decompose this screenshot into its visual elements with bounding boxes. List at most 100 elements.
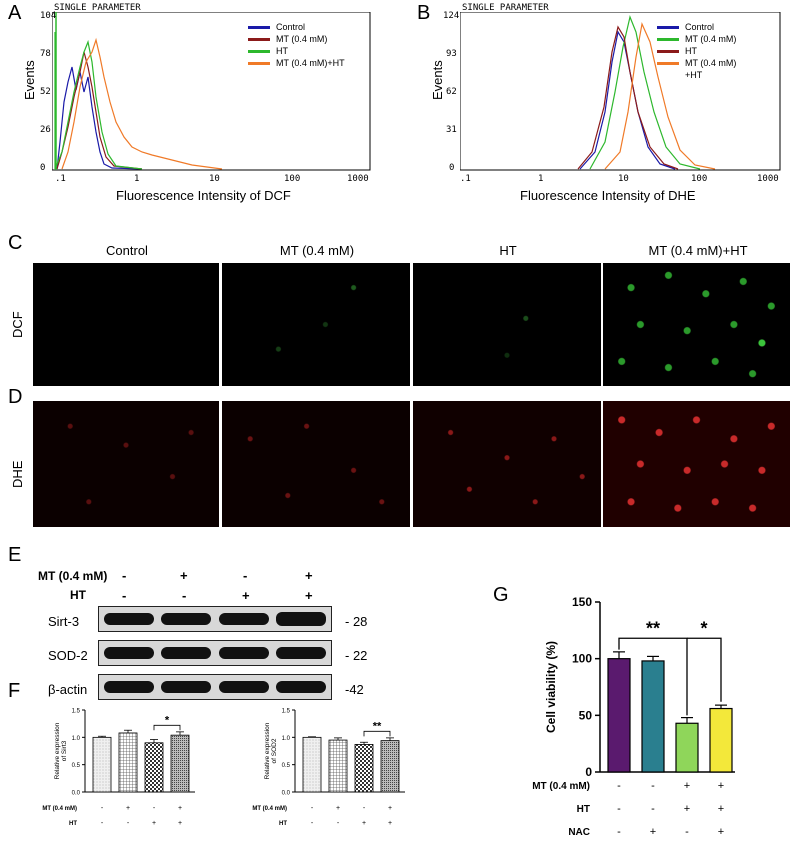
wb-row-label-bactin: β-actin [48, 682, 88, 697]
wb-ht-sign-4: + [305, 588, 313, 603]
wb-mt-label: MT (0.4 mM) [38, 569, 108, 583]
y-axis-label: Cell viability (%) [544, 641, 558, 733]
legend-label: MT (0.4 mM)+HT [276, 58, 345, 68]
bar [354, 744, 374, 793]
flow-b-curve-mtht [604, 21, 716, 170]
wb-row-label-sod2: SOD-2 [48, 648, 88, 663]
legend-label: HT [276, 46, 288, 56]
ht-sign: - [311, 820, 314, 827]
legend-label: MT (0.4 mM) [685, 34, 737, 44]
flow-b-ytick-1: 31 [446, 125, 457, 135]
significance-bracket [618, 637, 688, 716]
flow-a-legend: Control MT (0.4 mM) HT MT (0.4 mM)+HT [248, 21, 345, 69]
flow-a-ytick-2: 52 [40, 87, 51, 97]
micro-dhe-ht [413, 401, 601, 527]
legend-item: MT (0.4 mM) [248, 33, 345, 45]
wb-ht-sign-2: - [182, 588, 187, 603]
panel-letter-b: B [417, 2, 431, 24]
y-tick-label: 100 [572, 652, 592, 666]
nac-sign: - [685, 826, 689, 838]
legend-label: Control [685, 22, 715, 32]
wb-band [276, 647, 326, 659]
panel-letter-d: D [8, 386, 23, 408]
y-tick-label: 1.0 [72, 736, 81, 742]
bar [328, 739, 348, 793]
ht-sign: + [388, 820, 392, 827]
wb-kda-sirt3: - 28 [345, 614, 368, 629]
flow-a-curve-mtht [61, 37, 223, 170]
mt-label: MT (0.4 mM) [532, 781, 590, 792]
wb-mt-sign-1: - [122, 568, 127, 583]
legend-item: MT (0.4 mM) [657, 33, 736, 45]
legend-label: +HT [685, 70, 703, 80]
y-tick-label: 0.0 [72, 791, 81, 797]
flow-b-xtick-3: 100 [691, 174, 708, 184]
nac-label: NAC [568, 827, 590, 838]
y-tick-label: 1.5 [72, 709, 81, 715]
y-axis-label: of Sirt3 [61, 740, 68, 761]
flow-b-xtick-1: 1 [538, 174, 544, 184]
mt-sign: + [336, 805, 340, 812]
flow-a-ytick-1: 26 [40, 125, 51, 135]
mt-sign: - [311, 805, 314, 812]
ht-sign: - [101, 820, 104, 827]
y-tick-label: 1.5 [282, 709, 291, 715]
ht-sign: + [684, 803, 690, 815]
bar [170, 734, 190, 793]
wb-band [219, 681, 269, 693]
wb-band [219, 647, 269, 659]
mt-sign: - [363, 805, 366, 812]
ht-sign: - [337, 820, 340, 827]
significance-bracket [687, 637, 722, 702]
wb-mt-sign-3: - [243, 568, 248, 583]
wb-band [219, 613, 269, 625]
y-axis-label: Relative expression [264, 722, 271, 779]
legend-label: MT (0.4 mM) [276, 34, 328, 44]
legend-item: Control [248, 21, 345, 33]
significance-mark: ** [373, 720, 382, 732]
mt-sign: - [101, 805, 104, 812]
y-tick-label: 0 [585, 765, 592, 779]
bar [144, 742, 164, 793]
flow-b-xlabel: Fluorescence Intensity of DHE [520, 188, 696, 203]
flow-b-xtick-4: 1000 [757, 174, 779, 184]
micro-col-ht: HT [499, 243, 517, 258]
ht-label: HT [279, 821, 287, 827]
y-tick-label: 150 [572, 595, 592, 609]
nac-sign: + [718, 826, 724, 838]
ht-sign: - [617, 803, 621, 815]
flow-a-ytick-4: 104 [40, 11, 57, 21]
mt-sign: - [617, 780, 621, 792]
flow-a-xtick-4: 1000 [347, 174, 369, 184]
significance-bracket [153, 724, 181, 731]
micro-col-mt: MT (0.4 mM) [279, 243, 355, 258]
legend-item: MT (0.4 mM)+HT [248, 57, 345, 69]
flow-a-curve-ht [54, 32, 143, 170]
y-axis-label: of SOD2 [271, 738, 278, 763]
flow-b-xtick-2: 10 [618, 174, 629, 184]
wb-ht-sign-1: - [122, 588, 127, 603]
flow-a-curve-control [56, 66, 143, 170]
bar [607, 658, 631, 773]
wb-band [104, 613, 154, 625]
wb-blot-sod2 [98, 640, 332, 666]
wb-kda-bactin: -42 [345, 682, 364, 697]
wb-blot-bactin [98, 674, 332, 700]
mt-sign: + [718, 780, 724, 792]
mt-sign: + [388, 805, 392, 812]
bar [641, 660, 665, 773]
bar [302, 736, 322, 793]
ht-sign: + [152, 820, 156, 827]
y-axis-label: Relative expression [54, 722, 61, 779]
micro-dcf-ht [413, 263, 601, 386]
significance-mark: ** [646, 618, 660, 638]
ht-sign: + [178, 820, 182, 827]
significance-mark: * [700, 618, 707, 638]
wb-mt-sign-4: + [305, 568, 313, 583]
flow-a-xtick-2: 10 [209, 174, 220, 184]
panel-letter-g: G [493, 584, 509, 606]
wb-kda-sod2: - 22 [345, 648, 368, 663]
flow-a-xtick-1: 1 [134, 174, 140, 184]
y-tick-label: 0.5 [72, 763, 81, 769]
ht-sign: - [127, 820, 130, 827]
